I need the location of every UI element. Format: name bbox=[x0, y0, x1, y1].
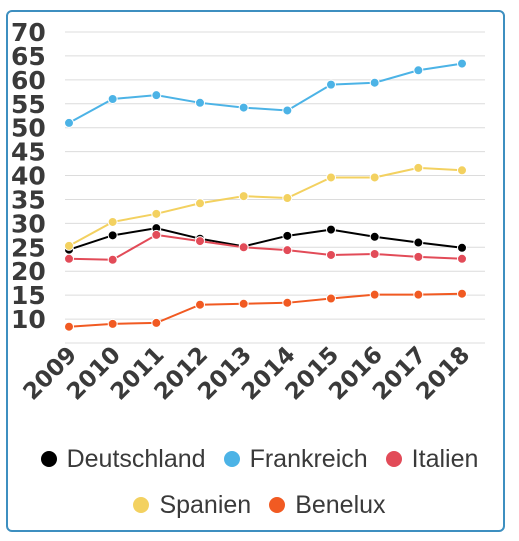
data-point bbox=[369, 231, 380, 242]
series-line bbox=[68, 233, 463, 261]
data-point bbox=[369, 289, 380, 300]
data-point bbox=[195, 299, 205, 310]
data-point bbox=[457, 165, 467, 176]
legend-dot-icon bbox=[269, 497, 286, 513]
data-point bbox=[151, 229, 162, 240]
y-tick-label: 70 bbox=[11, 18, 46, 47]
legend-dot-icon bbox=[40, 451, 57, 467]
series-group bbox=[64, 58, 467, 332]
y-tick-label: 65 bbox=[11, 42, 46, 71]
data-point bbox=[151, 90, 162, 101]
y-tick-label: 55 bbox=[11, 90, 46, 119]
legend-label: Benelux bbox=[295, 490, 386, 519]
data-point bbox=[369, 172, 380, 183]
data-point bbox=[457, 253, 467, 264]
data-point bbox=[195, 236, 205, 247]
series-benelux bbox=[64, 288, 467, 332]
legend-row-1: Deutschland Frankreich Italien bbox=[0, 444, 519, 474]
legend-item-benelux[interactable]: Benelux bbox=[269, 490, 386, 520]
data-point bbox=[413, 237, 424, 248]
data-point bbox=[326, 224, 336, 235]
y-tick-label: 20 bbox=[11, 257, 46, 286]
y-tick-label: 40 bbox=[11, 162, 46, 191]
data-point bbox=[413, 162, 424, 173]
grid-lines bbox=[65, 31, 485, 344]
data-point bbox=[282, 105, 293, 116]
data-point bbox=[457, 288, 467, 299]
data-point bbox=[457, 242, 467, 253]
data-point bbox=[107, 254, 118, 265]
data-point bbox=[282, 230, 293, 241]
data-point bbox=[282, 245, 293, 256]
legend-dot-icon bbox=[133, 497, 150, 513]
data-point bbox=[195, 97, 205, 108]
legend-label: Italien bbox=[411, 444, 479, 473]
data-point bbox=[326, 249, 336, 260]
data-point bbox=[107, 230, 118, 241]
series-line bbox=[68, 166, 463, 247]
data-point bbox=[64, 240, 74, 251]
data-point bbox=[326, 293, 336, 304]
data-point bbox=[195, 198, 205, 209]
y-tick-label: 50 bbox=[11, 114, 46, 143]
data-point bbox=[107, 93, 118, 104]
data-point bbox=[282, 193, 293, 204]
data-point bbox=[64, 321, 74, 332]
legend-dot-icon bbox=[223, 451, 240, 467]
data-point bbox=[151, 317, 162, 328]
series-spanien bbox=[64, 162, 467, 251]
y-tick-label: 10 bbox=[11, 305, 46, 334]
y-tick-label: 45 bbox=[11, 138, 46, 167]
data-point bbox=[238, 298, 249, 309]
legend-row-2: Spanien Benelux bbox=[0, 490, 519, 520]
data-point bbox=[413, 251, 424, 262]
data-point bbox=[326, 79, 336, 90]
data-point bbox=[238, 191, 249, 202]
data-point bbox=[107, 318, 118, 329]
legend-dot-icon bbox=[385, 451, 402, 467]
y-tick-label: 60 bbox=[11, 66, 46, 95]
y-tick-label: 25 bbox=[11, 233, 46, 262]
legend-item-frankreich[interactable]: Frankreich bbox=[223, 444, 368, 474]
legend-item-spanien[interactable]: Spanien bbox=[133, 491, 251, 520]
data-point bbox=[413, 65, 424, 76]
data-point bbox=[369, 77, 380, 88]
legend-label: Deutschland bbox=[66, 444, 206, 473]
data-point bbox=[457, 58, 467, 69]
y-tick-label: 15 bbox=[11, 281, 46, 310]
data-point bbox=[326, 172, 336, 183]
data-point bbox=[282, 297, 293, 308]
data-point bbox=[238, 242, 249, 253]
data-point bbox=[151, 208, 162, 219]
data-point bbox=[107, 216, 118, 227]
data-point bbox=[238, 102, 249, 113]
legend-label: Frankreich bbox=[249, 444, 368, 473]
legend-label: Spanien bbox=[159, 490, 252, 519]
data-point bbox=[369, 249, 380, 260]
series-line bbox=[68, 292, 463, 328]
data-point bbox=[64, 253, 74, 264]
series-line bbox=[68, 227, 463, 251]
y-tick-label: 35 bbox=[11, 185, 46, 214]
series-line bbox=[68, 62, 463, 124]
data-point bbox=[64, 117, 74, 128]
legend-item-deutschland[interactable]: Deutschland bbox=[40, 444, 206, 474]
series-frankreich bbox=[64, 58, 467, 128]
legend-item-italien[interactable]: Italien bbox=[385, 444, 479, 474]
data-point bbox=[413, 289, 424, 300]
series-italien bbox=[64, 229, 467, 265]
y-tick-label: 30 bbox=[11, 209, 46, 238]
